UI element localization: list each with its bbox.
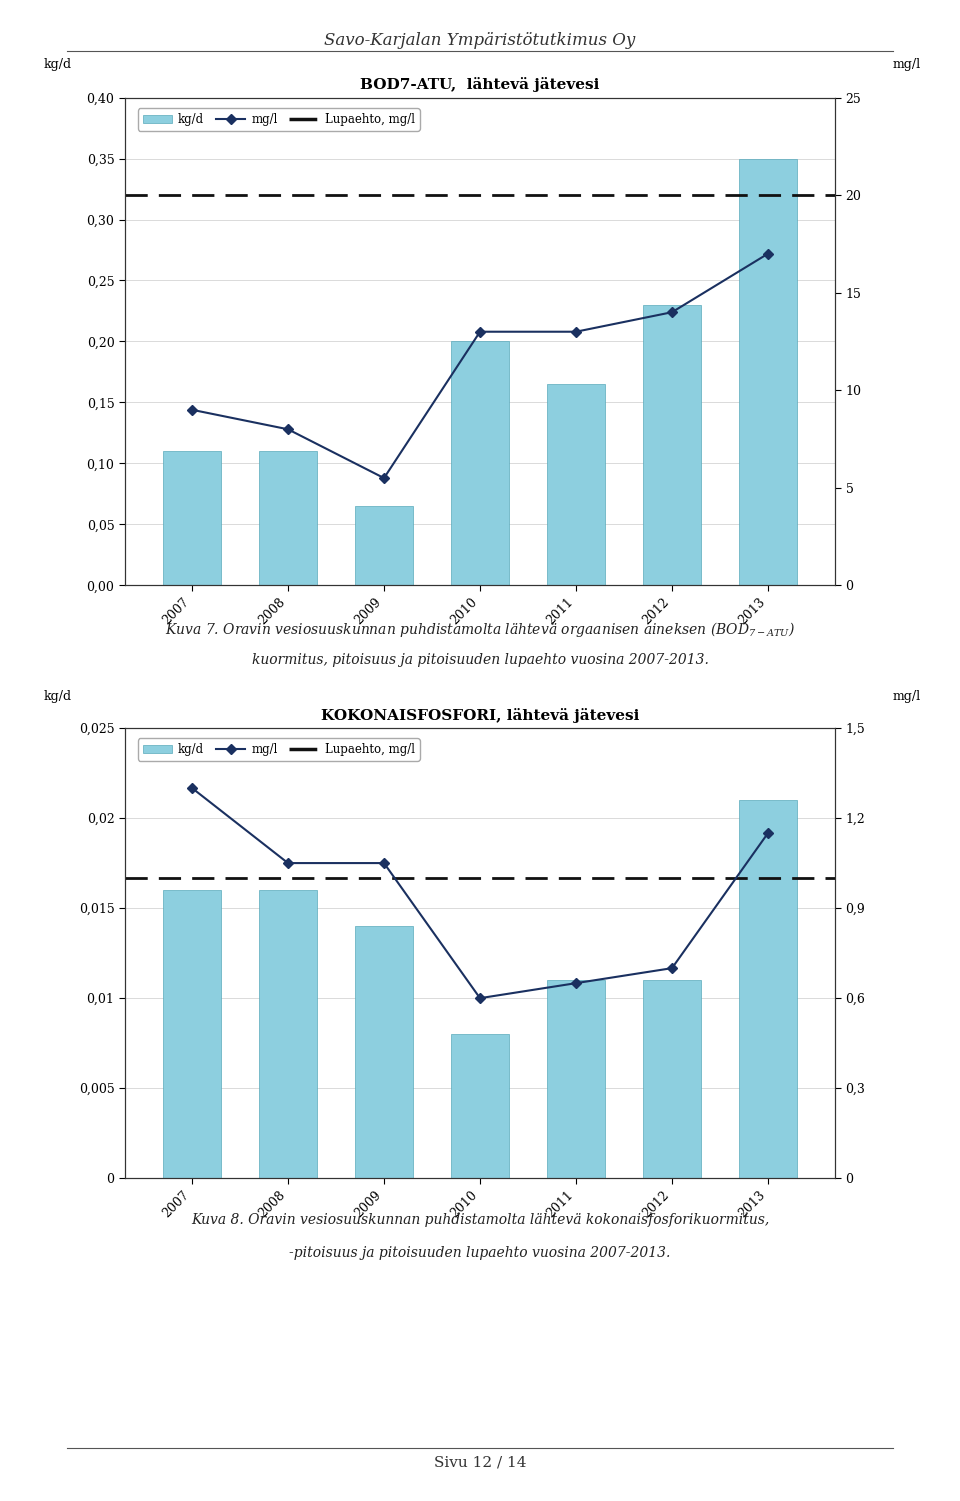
Bar	[451, 1034, 509, 1178]
Text: kg/d: kg/d	[43, 57, 71, 71]
Text: mg/l: mg/l	[893, 690, 921, 702]
Text: -pitoisuus ja pitoisuuden lupaehto vuosina 2007-2013.: -pitoisuus ja pitoisuuden lupaehto vuosi…	[289, 1246, 671, 1259]
Text: kuormitus, pitoisuus ja pitoisuuden lupaehto vuosina 2007-2013.: kuormitus, pitoisuus ja pitoisuuden lupa…	[252, 653, 708, 666]
Text: mg/l: mg/l	[893, 57, 921, 71]
Text: Kuva 7. Oravin vesiosuuskunnan puhdistamolta lähtevä orgaanisen aineksen (BOD$_{: Kuva 7. Oravin vesiosuuskunnan puhdistam…	[165, 620, 795, 639]
Bar	[163, 452, 221, 585]
Text: Sivu 12 / 14: Sivu 12 / 14	[434, 1456, 526, 1469]
Title: KOKONAISFOSFORI, lähtevä jätevesi: KOKONAISFOSFORI, lähtevä jätevesi	[321, 707, 639, 722]
Bar	[259, 452, 317, 585]
Bar	[355, 926, 413, 1178]
Bar	[643, 980, 701, 1178]
Bar	[547, 980, 605, 1178]
Legend: kg/d, mg/l, Lupaehto, mg/l: kg/d, mg/l, Lupaehto, mg/l	[138, 108, 420, 131]
Bar	[163, 890, 221, 1178]
Text: Savo-Karjalan Ympäristötutkimus Oy: Savo-Karjalan Ympäristötutkimus Oy	[324, 32, 636, 48]
Title: BOD7-ATU,  lähtevä jätevesi: BOD7-ATU, lähtevä jätevesi	[360, 77, 600, 92]
Bar	[739, 159, 797, 585]
Bar	[547, 384, 605, 585]
Bar	[643, 305, 701, 585]
Text: kg/d: kg/d	[43, 690, 71, 702]
Bar	[355, 506, 413, 585]
Bar	[259, 890, 317, 1178]
Bar	[451, 341, 509, 585]
Text: Kuva 8. Oravin vesiosuuskunnan puhdistamolta lähtevä kokonaisfosforikuormitus,: Kuva 8. Oravin vesiosuuskunnan puhdistam…	[191, 1213, 769, 1226]
Legend: kg/d, mg/l, Lupaehto, mg/l: kg/d, mg/l, Lupaehto, mg/l	[138, 738, 420, 761]
Bar	[739, 800, 797, 1178]
